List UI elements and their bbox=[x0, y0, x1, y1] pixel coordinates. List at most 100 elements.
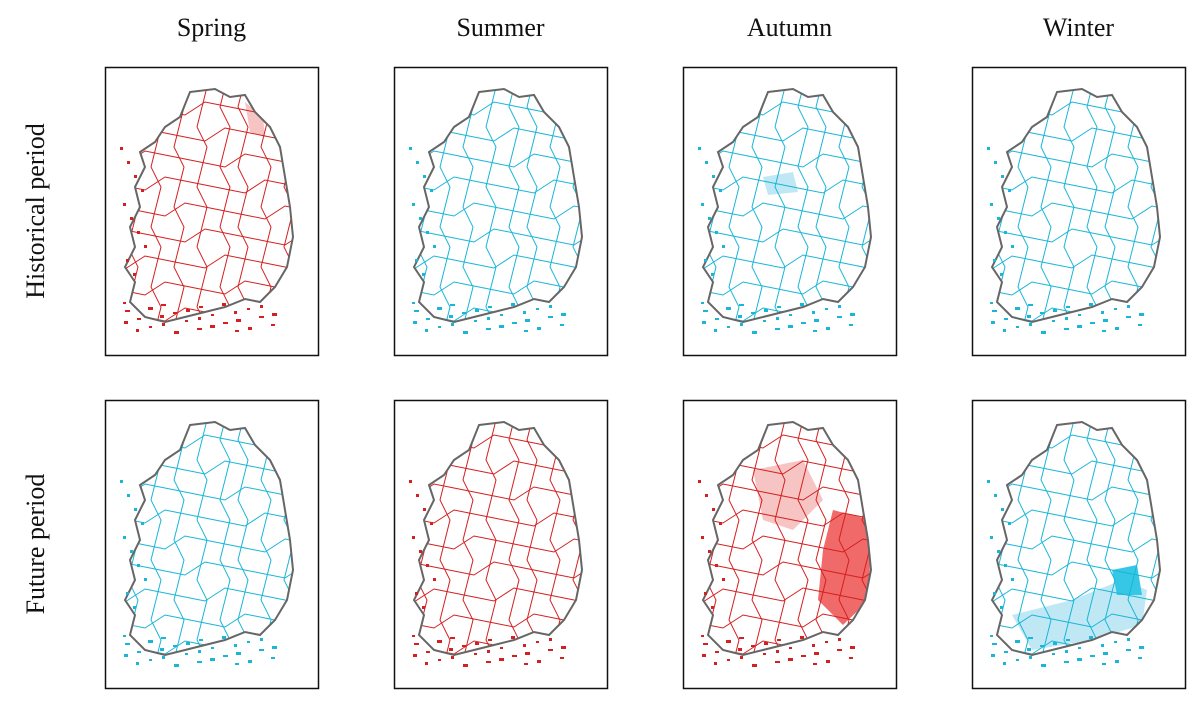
island bbox=[701, 302, 704, 304]
island bbox=[561, 646, 566, 649]
island bbox=[711, 606, 714, 609]
basin-boundary bbox=[508, 422, 520, 655]
island bbox=[775, 661, 780, 663]
island bbox=[991, 321, 995, 324]
island bbox=[1040, 645, 1044, 647]
island bbox=[1053, 309, 1057, 312]
island bbox=[990, 536, 993, 539]
island bbox=[997, 217, 1000, 220]
island bbox=[412, 536, 415, 539]
island bbox=[462, 645, 466, 647]
basin-boundary bbox=[992, 509, 1160, 527]
basin-boundary bbox=[703, 509, 871, 527]
island bbox=[1028, 637, 1033, 639]
island bbox=[430, 189, 433, 192]
column-title: Summer bbox=[456, 13, 544, 42]
island bbox=[1126, 649, 1131, 651]
island bbox=[133, 606, 136, 609]
island bbox=[1029, 323, 1032, 326]
island bbox=[763, 320, 766, 322]
island bbox=[271, 324, 275, 326]
island bbox=[235, 663, 239, 665]
island bbox=[1052, 653, 1055, 655]
island bbox=[234, 311, 237, 314]
island bbox=[726, 307, 731, 310]
island bbox=[536, 308, 539, 310]
island bbox=[1138, 324, 1142, 326]
island bbox=[708, 217, 711, 220]
island bbox=[499, 325, 504, 328]
island bbox=[499, 658, 504, 661]
island bbox=[141, 189, 144, 192]
island bbox=[1126, 316, 1131, 318]
island bbox=[149, 659, 152, 661]
island bbox=[185, 653, 188, 655]
basin-boundary bbox=[414, 613, 582, 629]
island bbox=[997, 550, 1000, 553]
island bbox=[525, 319, 530, 322]
island bbox=[1078, 314, 1081, 316]
island bbox=[422, 606, 425, 609]
island bbox=[1041, 664, 1046, 667]
island bbox=[1066, 306, 1070, 308]
island bbox=[260, 305, 263, 308]
island bbox=[124, 654, 128, 657]
basin-boundary bbox=[508, 89, 520, 322]
island bbox=[788, 658, 793, 661]
basin-boundary bbox=[774, 422, 786, 655]
island bbox=[173, 312, 177, 314]
island bbox=[704, 259, 707, 262]
basin-boundary bbox=[1086, 89, 1098, 322]
island bbox=[990, 203, 993, 206]
island bbox=[248, 660, 252, 663]
island bbox=[703, 643, 708, 645]
island bbox=[738, 648, 742, 651]
island bbox=[993, 259, 996, 262]
basin-boundary bbox=[1063, 89, 1075, 322]
island bbox=[487, 317, 490, 320]
basin-boundary bbox=[125, 587, 293, 605]
island bbox=[247, 308, 250, 310]
island bbox=[433, 245, 436, 248]
island bbox=[764, 309, 768, 312]
island bbox=[727, 326, 730, 328]
island bbox=[704, 592, 707, 595]
island bbox=[197, 661, 202, 663]
island bbox=[1004, 651, 1008, 653]
map-panel bbox=[971, 399, 1187, 690]
island bbox=[1040, 312, 1044, 314]
island bbox=[1015, 307, 1020, 310]
island bbox=[134, 175, 137, 178]
island bbox=[812, 644, 815, 647]
island bbox=[826, 327, 830, 330]
island bbox=[416, 494, 419, 497]
basin-boundary bbox=[125, 176, 293, 194]
map-panel bbox=[682, 66, 898, 357]
island bbox=[1114, 641, 1117, 643]
island bbox=[511, 636, 515, 639]
island bbox=[1090, 655, 1095, 657]
island bbox=[414, 643, 419, 645]
country-outline bbox=[123, 420, 295, 657]
island bbox=[698, 147, 701, 150]
island bbox=[1015, 640, 1020, 643]
island bbox=[438, 659, 441, 661]
island bbox=[1027, 315, 1031, 318]
island bbox=[740, 323, 743, 326]
island bbox=[197, 328, 202, 330]
island bbox=[752, 331, 757, 334]
island bbox=[812, 311, 815, 314]
island bbox=[1102, 663, 1106, 665]
island bbox=[223, 655, 228, 657]
island bbox=[271, 657, 275, 659]
island bbox=[185, 320, 188, 322]
island bbox=[701, 203, 704, 206]
country-outline bbox=[412, 87, 584, 324]
island bbox=[789, 314, 792, 316]
island bbox=[409, 480, 412, 483]
island bbox=[160, 648, 164, 651]
island bbox=[173, 645, 177, 647]
island bbox=[487, 650, 490, 653]
island bbox=[130, 550, 133, 553]
island bbox=[236, 652, 241, 655]
